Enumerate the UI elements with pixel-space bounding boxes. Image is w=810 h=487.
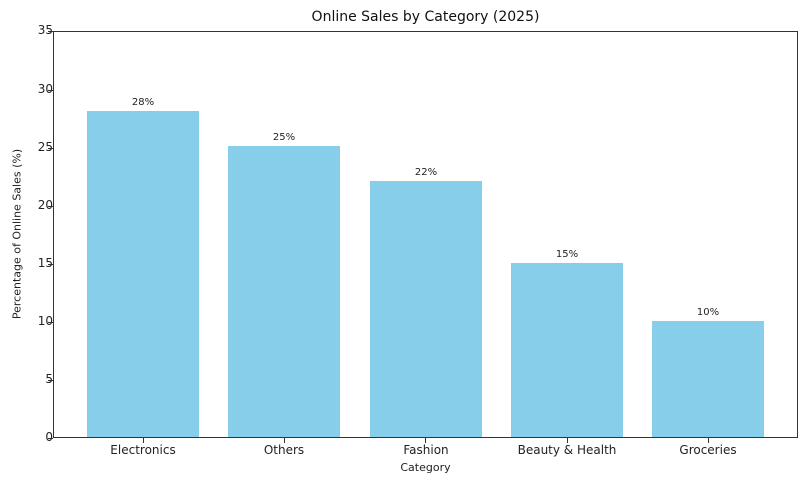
- y-tick-mark: [48, 438, 53, 439]
- x-tick-mark: [284, 438, 285, 443]
- data-label-fashion: 22%: [414, 167, 438, 178]
- y-tick-mark: [48, 90, 53, 91]
- chart-title: Online Sales by Category (2025): [311, 9, 540, 25]
- x-tick-mark: [708, 438, 709, 443]
- plot-area: 28% 25% 22% 15% 10%: [53, 31, 798, 438]
- y-tick-mark: [48, 264, 53, 265]
- x-tick-groceries: Groceries: [679, 443, 737, 457]
- data-label-others: 25%: [272, 132, 296, 143]
- y-tick-mark: [48, 31, 53, 32]
- y-tick-30: 30: [37, 82, 53, 96]
- x-tick-others: Others: [263, 443, 305, 457]
- x-tick-mark: [143, 438, 144, 443]
- y-tick-mark: [48, 322, 53, 323]
- y-tick-20: 20: [37, 198, 53, 212]
- bar-groceries: [652, 321, 764, 437]
- y-tick-mark: [48, 148, 53, 149]
- y-tick-mark: [48, 206, 53, 207]
- y-tick-10: 10: [37, 314, 53, 328]
- data-label-beauty-health: 15%: [555, 249, 579, 260]
- y-tick-mark: [48, 380, 53, 381]
- y-tick-35: 35: [37, 23, 53, 37]
- x-axis-label: Category: [400, 461, 451, 474]
- y-tick-25: 25: [37, 140, 53, 154]
- y-tick-0: 0: [45, 430, 53, 444]
- y-tick-5: 5: [45, 372, 53, 386]
- y-axis-label: Percentage of Online Sales (%): [10, 148, 24, 320]
- x-tick-mark: [567, 438, 568, 443]
- y-tick-15: 15: [37, 256, 53, 270]
- x-tick-electronics: Electronics: [110, 443, 176, 457]
- bar-fashion: [370, 181, 482, 437]
- x-tick-mark: [425, 438, 426, 443]
- x-tick-fashion: Fashion: [403, 443, 449, 457]
- bar-electronics: [87, 111, 199, 437]
- bar-others: [228, 146, 340, 437]
- data-label-groceries: 10%: [696, 307, 720, 318]
- data-label-electronics: 28%: [131, 97, 155, 108]
- bar-beauty-health: [511, 263, 623, 437]
- x-tick-beauty-health: Beauty & Health: [517, 443, 617, 457]
